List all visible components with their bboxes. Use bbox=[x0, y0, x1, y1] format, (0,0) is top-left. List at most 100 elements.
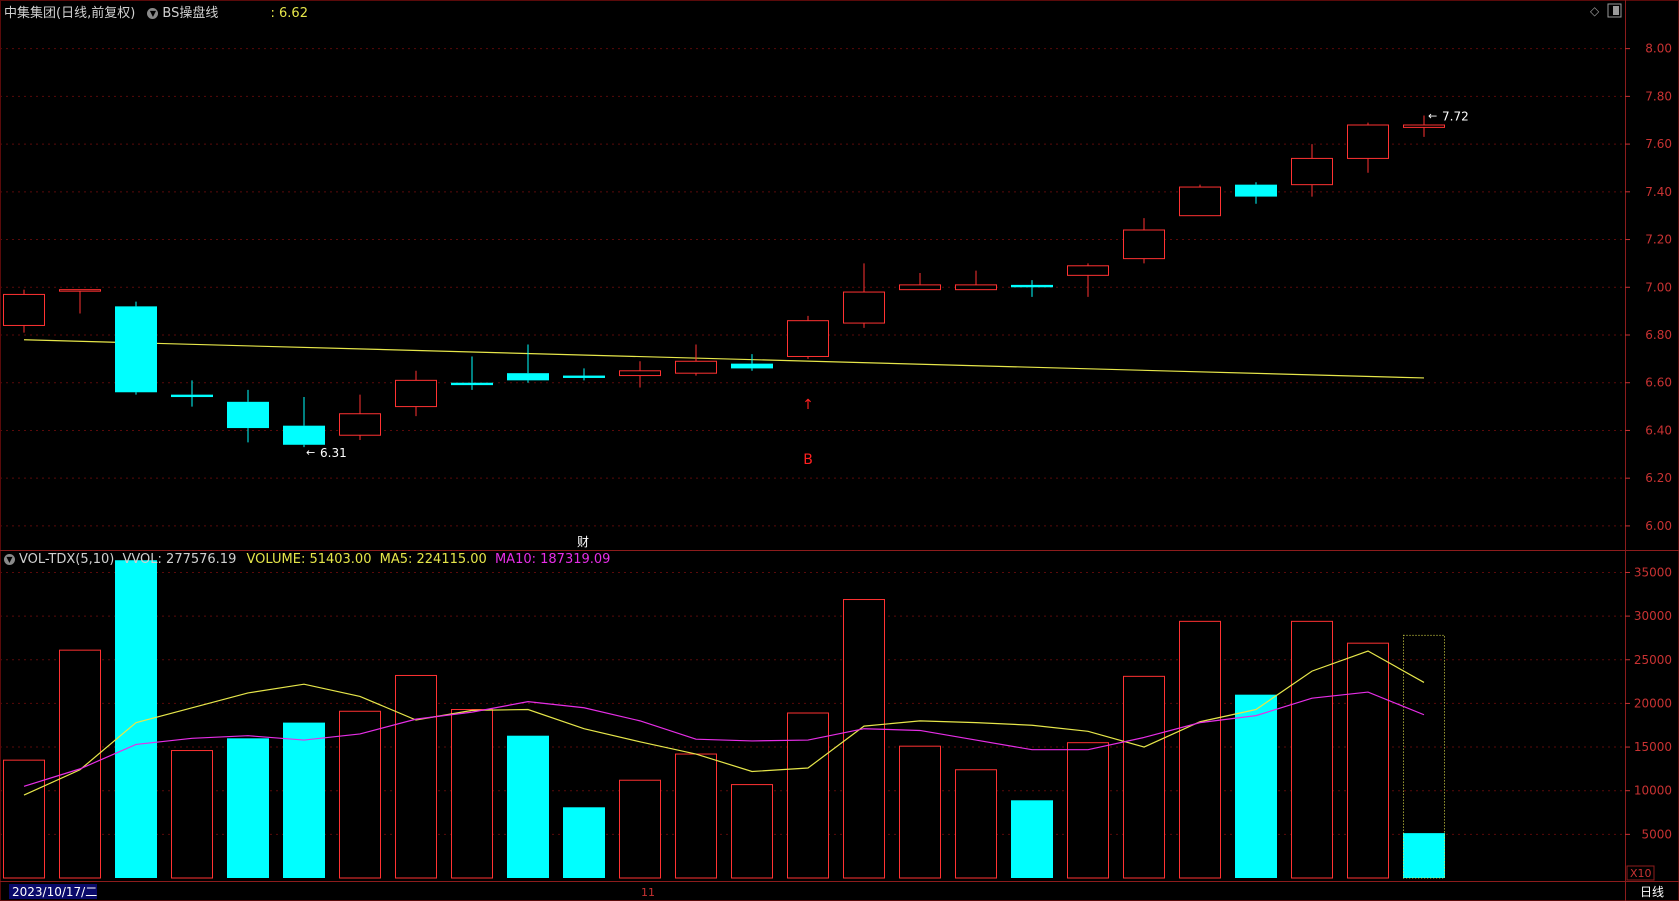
candle[interactable] bbox=[1347, 122, 1389, 173]
candle-body[interactable] bbox=[563, 375, 605, 378]
volume-indicator-name[interactable]: VOL-TDX(5,10) bbox=[19, 552, 115, 567]
volume-bar[interactable] bbox=[955, 769, 997, 879]
finance-mark[interactable]: 财 bbox=[577, 535, 589, 549]
candle-body[interactable] bbox=[1235, 184, 1277, 197]
volume-bar[interactable] bbox=[339, 710, 381, 879]
volume-dropdown-icon[interactable]: ▼ bbox=[4, 554, 15, 565]
volume-bar[interactable] bbox=[171, 750, 213, 879]
candle-body[interactable] bbox=[283, 425, 325, 445]
candle-body[interactable] bbox=[171, 394, 213, 398]
candle-body[interactable] bbox=[787, 320, 829, 357]
candle[interactable] bbox=[787, 315, 829, 359]
volume-tick-label: 5000 bbox=[1641, 827, 1672, 841]
candle[interactable] bbox=[955, 270, 997, 291]
volume-bar[interactable] bbox=[395, 674, 437, 879]
candle[interactable] bbox=[1235, 182, 1277, 204]
indicator-name[interactable]: BS操盘线 bbox=[162, 6, 219, 21]
candlesticks[interactable] bbox=[3, 115, 1445, 448]
candle[interactable] bbox=[171, 380, 213, 407]
candle-body[interactable] bbox=[115, 306, 157, 393]
candle-body[interactable] bbox=[1067, 265, 1109, 276]
scale-box[interactable] bbox=[1626, 865, 1655, 881]
volume-bar[interactable] bbox=[1179, 620, 1221, 879]
candle-body[interactable] bbox=[507, 373, 549, 381]
candle[interactable] bbox=[843, 263, 885, 328]
candle[interactable] bbox=[115, 301, 157, 395]
maximize-icon[interactable] bbox=[1607, 3, 1622, 18]
candle-body[interactable] bbox=[451, 382, 493, 386]
candle[interactable] bbox=[3, 289, 45, 333]
candle-body[interactable] bbox=[395, 379, 437, 408]
volume-bar[interactable] bbox=[675, 753, 717, 879]
candle[interactable] bbox=[675, 344, 717, 376]
volume-bar[interactable] bbox=[1347, 642, 1389, 879]
candle-body[interactable] bbox=[1403, 124, 1445, 128]
candle[interactable] bbox=[619, 361, 661, 388]
candle[interactable] bbox=[1179, 184, 1221, 217]
price-axis: 8.00 7.80 7.60 7.40 7.20 7.00 6.80 6.60 6.40 6.20… bbox=[1625, 42, 1672, 533]
volume-bars[interactable] bbox=[3, 560, 1446, 879]
candle-body[interactable] bbox=[1179, 186, 1221, 217]
candle[interactable] bbox=[1291, 144, 1333, 197]
volume-bar[interactable] bbox=[1291, 620, 1333, 879]
bs-line bbox=[23, 339, 1425, 379]
candle[interactable] bbox=[283, 397, 325, 448]
candle[interactable] bbox=[507, 344, 549, 383]
volume-bar[interactable] bbox=[1067, 742, 1109, 879]
candle-body[interactable] bbox=[843, 291, 885, 324]
candle[interactable] bbox=[1123, 218, 1165, 264]
scale-unit[interactable]: X10 bbox=[1630, 867, 1652, 880]
price-tick-label: 7.80 bbox=[1645, 89, 1672, 103]
candle[interactable] bbox=[451, 356, 493, 390]
volume-bar[interactable] bbox=[227, 738, 269, 878]
date-label: 2023/10/17/二 bbox=[12, 885, 97, 899]
volume-bar[interactable] bbox=[3, 759, 45, 879]
candle-body[interactable] bbox=[1011, 284, 1053, 288]
volume-bar[interactable] bbox=[283, 722, 325, 878]
diamond-icon[interactable]: ◇ bbox=[1590, 4, 1600, 18]
candle-body[interactable] bbox=[1291, 157, 1333, 186]
vvol-value: VVOL: 277576.19 bbox=[122, 552, 237, 567]
candle[interactable] bbox=[1011, 280, 1053, 297]
volume-bar[interactable] bbox=[563, 807, 605, 878]
volume-bar[interactable] bbox=[1235, 694, 1277, 878]
volume-bar[interactable] bbox=[59, 649, 101, 879]
volume-ma-lines bbox=[23, 650, 1425, 796]
candle[interactable] bbox=[59, 289, 101, 314]
volume-bar[interactable] bbox=[507, 735, 549, 878]
candle-body[interactable] bbox=[899, 284, 941, 291]
candle-body[interactable] bbox=[619, 370, 661, 377]
indicator-dropdown-icon[interactable]: ▼ bbox=[147, 8, 159, 19]
volume-tick-label: 25000 bbox=[1634, 653, 1672, 667]
period-label[interactable]: 日线 bbox=[1640, 885, 1664, 899]
candle[interactable] bbox=[395, 370, 437, 417]
volume-bar[interactable] bbox=[731, 784, 773, 879]
candle-body[interactable] bbox=[1123, 229, 1165, 260]
candle-body[interactable] bbox=[675, 360, 717, 374]
volume-bar[interactable] bbox=[1403, 833, 1445, 878]
candle[interactable] bbox=[339, 394, 381, 440]
candle[interactable] bbox=[731, 354, 773, 371]
candle-body[interactable] bbox=[339, 413, 381, 436]
candle-body[interactable] bbox=[227, 401, 269, 429]
buy-signal-arrow: ↑ bbox=[802, 397, 814, 413]
candle[interactable] bbox=[227, 389, 269, 443]
candle-body[interactable] bbox=[955, 284, 997, 291]
candle-body[interactable] bbox=[59, 289, 101, 292]
volume-bar[interactable] bbox=[619, 779, 661, 879]
candle[interactable] bbox=[563, 368, 605, 381]
volume-bar[interactable] bbox=[1123, 675, 1165, 879]
candle[interactable] bbox=[1067, 263, 1109, 297]
volume-bar[interactable] bbox=[843, 599, 885, 879]
candle-body[interactable] bbox=[1347, 124, 1389, 159]
volume-bar[interactable] bbox=[451, 709, 493, 879]
indicator-value: : 6.62 bbox=[270, 6, 308, 21]
candle-body[interactable] bbox=[731, 363, 773, 369]
candle-body[interactable] bbox=[3, 293, 45, 326]
volume-bar[interactable] bbox=[899, 745, 941, 879]
volume-bar[interactable] bbox=[1011, 800, 1053, 878]
panel-toggle-icon[interactable] bbox=[1613, 6, 1619, 15]
candle[interactable] bbox=[899, 272, 941, 291]
candle[interactable] bbox=[1403, 115, 1445, 137]
